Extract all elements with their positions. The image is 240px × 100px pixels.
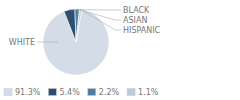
- legend-swatch: [88, 89, 96, 96]
- leader-line: [69, 9, 121, 10]
- pie-slice: [64, 9, 76, 42]
- category-label: BLACK: [123, 6, 150, 15]
- category-label: WHITE: [9, 38, 35, 47]
- category-label: ASIAN: [123, 16, 147, 25]
- legend-swatch: [127, 89, 135, 96]
- category-labels: WHITE BLACKASIANHISPANIC: [9, 6, 161, 47]
- legend-label: 91.3%: [15, 88, 41, 97]
- legend-swatch: [48, 89, 56, 96]
- legend-label: 5.4%: [59, 88, 80, 97]
- legend-label: 2.2%: [99, 88, 120, 97]
- category-label: HISPANIC: [123, 26, 161, 35]
- leader-line: [77, 9, 121, 20]
- legend-swatch: [4, 89, 12, 96]
- pie-slice: [76, 9, 82, 42]
- chart: WHITE BLACKASIANHISPANIC 91.3% 5.4% 2.2% 1.1%: [0, 0, 240, 100]
- leader-line: [37, 42, 58, 43]
- legend-label: 1.1%: [138, 88, 159, 97]
- legend: 91.3% 5.4% 2.2% 1.1%: [4, 88, 159, 97]
- leader-line: [81, 9, 121, 30]
